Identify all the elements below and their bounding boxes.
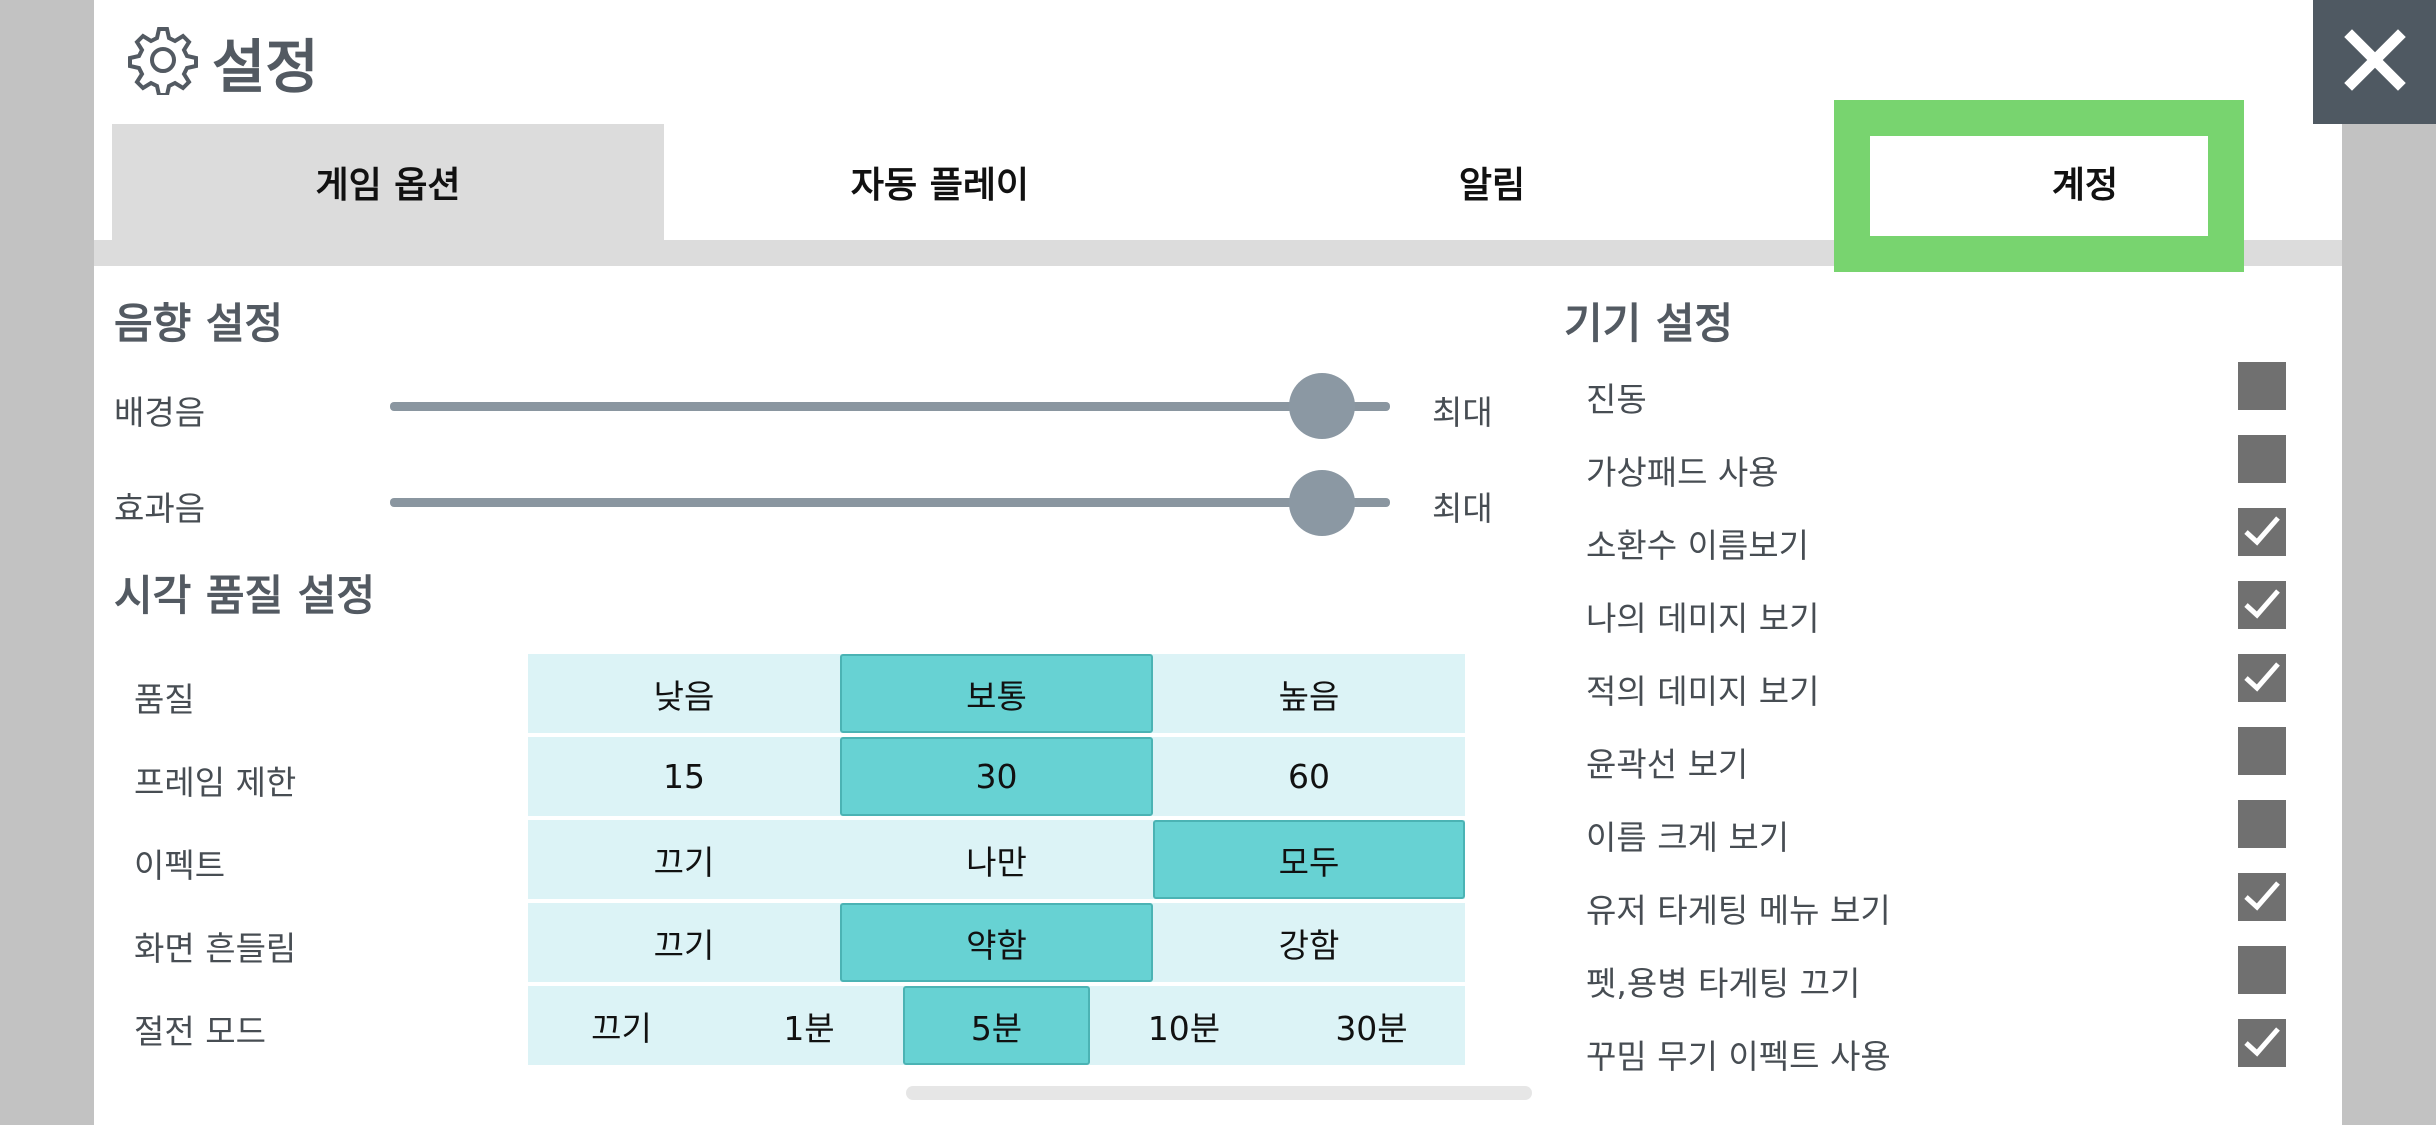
- device-section-title: 기기 설정: [1564, 299, 1734, 348]
- powersave-option-1m[interactable]: 1분: [715, 986, 903, 1065]
- checkbox-enemy-damage[interactable]: [2238, 654, 2286, 702]
- effect-row: 끄기 나만 모두: [528, 820, 1465, 899]
- checkbox-virtual-pad[interactable]: [2238, 435, 2286, 483]
- option-label: 60: [1288, 757, 1330, 796]
- option-label: 보통: [966, 676, 1027, 716]
- tab-label: 게임 옵션: [315, 165, 461, 206]
- device-item-pet-targeting: 펫,용병 타게팅 끄기: [1586, 964, 1861, 1003]
- quality-option-high[interactable]: 높음: [1153, 654, 1465, 733]
- device-item-large-name: 이름 크게 보기: [1586, 818, 1790, 857]
- powersave-option-off[interactable]: 끄기: [528, 986, 715, 1065]
- option-label: 15: [663, 757, 705, 796]
- checkbox-my-damage[interactable]: [2238, 581, 2286, 629]
- tab-auto-play[interactable]: 자동 플레이: [664, 124, 1216, 240]
- frame-option-15[interactable]: 15: [528, 737, 840, 816]
- powersave-option-10m[interactable]: 10분: [1090, 986, 1278, 1065]
- checkbox-large-name[interactable]: [2238, 800, 2286, 848]
- option-label: 높음: [1278, 676, 1340, 716]
- checkbox-user-targeting[interactable]: [2238, 873, 2286, 921]
- option-label: 1분: [783, 1008, 835, 1048]
- device-item-vibration: 진동: [1586, 380, 1647, 419]
- checkbox-weapon-effect[interactable]: [2238, 1019, 2286, 1067]
- visual-section-title: 시각 품질 설정: [114, 571, 376, 620]
- quality-option-low[interactable]: 낮음: [528, 654, 840, 733]
- bgm-slider-knob[interactable]: [1289, 373, 1355, 439]
- sfx-value-label: 최대: [1432, 489, 1493, 528]
- checkmark-icon: [2242, 656, 2282, 700]
- checkmark-icon: [2242, 875, 2282, 919]
- option-label: 강함: [1278, 925, 1340, 965]
- shake-option-strong[interactable]: 강함: [1153, 903, 1465, 982]
- sfx-slider-track[interactable]: [390, 498, 1390, 507]
- checkmark-icon: [2242, 583, 2282, 627]
- option-label: 30: [975, 757, 1018, 796]
- frame-option-60[interactable]: 60: [1153, 737, 1465, 816]
- device-item-outline: 윤곽선 보기: [1586, 745, 1749, 784]
- device-item-weapon-effect: 꾸밈 무기 이펙트 사용: [1586, 1037, 1891, 1076]
- checkbox-outline[interactable]: [2238, 727, 2286, 775]
- sound-section-title: 음향 설정: [114, 299, 284, 348]
- tab-account-highlight: [1834, 100, 2244, 272]
- power-save-row: 끄기 1분 5분 10분 30분: [528, 986, 1465, 1065]
- settings-panel: 설정 게임 옵션 자동 플레이 알림 계정 음향 설정 배경음 최대 효과음 최…: [94, 0, 2436, 1125]
- tab-notifications[interactable]: 알림: [1216, 124, 1768, 240]
- sfx-slider-knob[interactable]: [1289, 470, 1355, 536]
- screen-shake-row: 끄기 약함 강함: [528, 903, 1465, 982]
- quality-option-normal[interactable]: 보통: [840, 654, 1153, 733]
- option-label: 5분: [970, 1008, 1023, 1048]
- option-label: 나만: [966, 842, 1027, 882]
- effect-label: 이펙트: [134, 846, 226, 885]
- checkmark-icon: [2242, 510, 2282, 554]
- tab-label: 자동 플레이: [850, 165, 1030, 206]
- power-save-label: 절전 모드: [134, 1012, 266, 1051]
- close-icon: [2343, 29, 2406, 95]
- tab-account[interactable]: 계정: [1870, 124, 2300, 240]
- bgm-label: 배경음: [114, 393, 206, 432]
- checkmark-icon: [2242, 1021, 2282, 1065]
- option-label: 끄기: [653, 842, 715, 882]
- tab-label: 알림: [1458, 165, 1526, 206]
- effect-option-mine[interactable]: 나만: [840, 820, 1153, 899]
- quality-row: 낮음 보통 높음: [528, 654, 1465, 733]
- option-label: 10분: [1147, 1008, 1221, 1048]
- tab-label: 계정: [2051, 165, 2119, 206]
- option-label: 낮음: [653, 676, 715, 716]
- device-item-virtual-pad: 가상패드 사용: [1586, 453, 1779, 492]
- device-item-user-targeting: 유저 타게팅 메뉴 보기: [1586, 891, 1891, 930]
- checkbox-vibration[interactable]: [2238, 362, 2286, 410]
- title-text: 설정: [212, 33, 319, 101]
- shake-option-off[interactable]: 끄기: [528, 903, 840, 982]
- frame-option-30[interactable]: 30: [840, 737, 1153, 816]
- effect-option-off[interactable]: 끄기: [528, 820, 840, 899]
- option-label: 끄기: [591, 1008, 652, 1048]
- shake-option-weak[interactable]: 약함: [840, 903, 1153, 982]
- checkbox-summon-name[interactable]: [2238, 508, 2286, 556]
- gear-icon: [128, 25, 198, 99]
- close-button[interactable]: [2313, 0, 2436, 124]
- frame-limit-label: 프레임 제한: [134, 763, 297, 802]
- option-label: 모두: [1278, 842, 1340, 882]
- option-label: 끄기: [653, 925, 715, 965]
- screen-shake-label: 화면 흔들림: [134, 929, 297, 968]
- checkbox-pet-targeting[interactable]: [2238, 946, 2286, 994]
- effect-option-all[interactable]: 모두: [1153, 820, 1465, 899]
- option-label: 30분: [1335, 1008, 1408, 1048]
- quality-label: 품질: [134, 680, 195, 719]
- horizontal-scrollbar[interactable]: [906, 1086, 1532, 1100]
- sfx-label: 효과음: [114, 489, 206, 528]
- powersave-option-30m[interactable]: 30분: [1278, 986, 1465, 1065]
- frame-limit-row: 15 30 60: [528, 737, 1465, 816]
- powersave-option-5m[interactable]: 5분: [903, 986, 1090, 1065]
- bgm-value-label: 최대: [1432, 393, 1493, 432]
- device-item-summon-name: 소환수 이름보기: [1586, 526, 1810, 565]
- option-label: 약함: [966, 925, 1027, 965]
- device-item-enemy-damage: 적의 데미지 보기: [1586, 672, 1820, 711]
- bgm-slider-track[interactable]: [390, 402, 1390, 411]
- tab-game-options[interactable]: 게임 옵션: [112, 124, 664, 240]
- device-item-my-damage: 나의 데미지 보기: [1586, 599, 1820, 638]
- page-title: 설정: [128, 22, 319, 102]
